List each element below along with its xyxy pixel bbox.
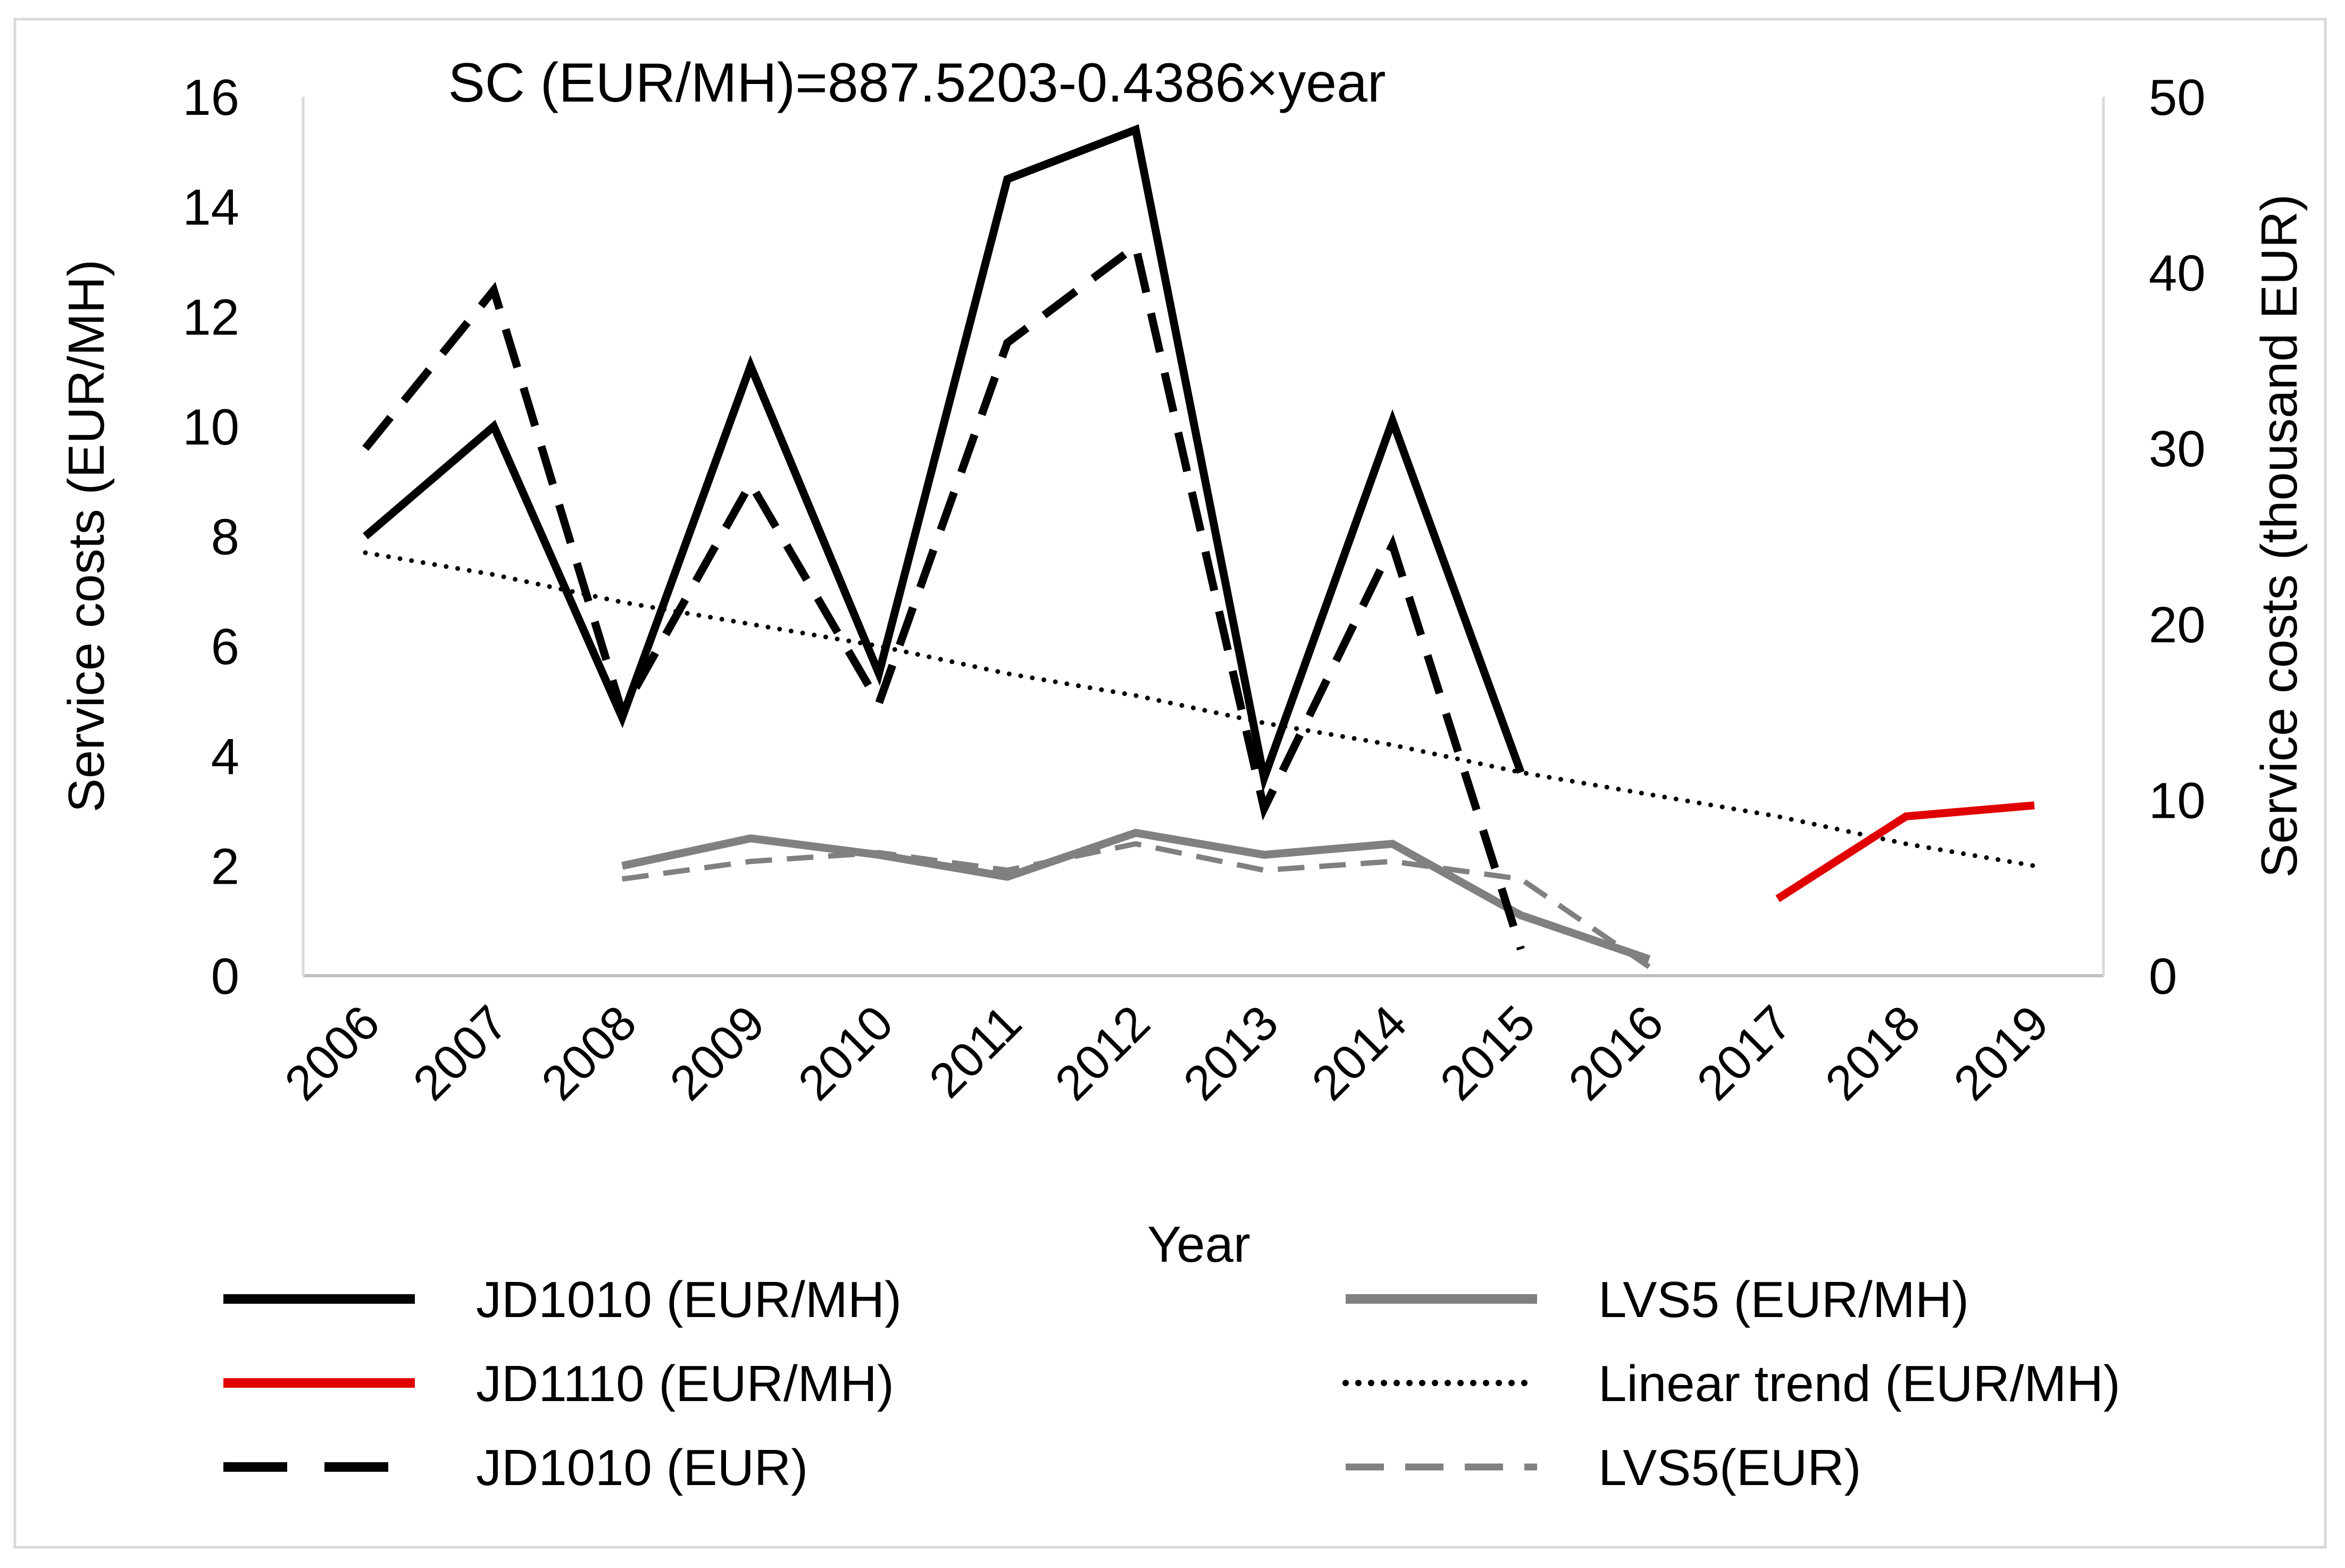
- right-axis-label: Service costs (thousand EUR): [2251, 194, 2308, 878]
- y2-tick-label: 10: [2149, 772, 2206, 829]
- series-line: [363, 550, 2037, 868]
- series-line: [622, 841, 1651, 969]
- y-tick-label: 16: [182, 69, 239, 126]
- legend: JD1010 (EUR/MH) LVS5 (EUR/MH) JD1110 (EUR/…: [223, 1271, 2121, 1496]
- series-line: [363, 124, 1525, 793]
- series-layer: [362, 124, 2037, 969]
- series-line: [1775, 801, 2035, 902]
- y-tick-label: 6: [211, 618, 239, 675]
- legend-label: LVS5 (EUR/MH): [1598, 1271, 1969, 1328]
- y-tick-label: 14: [182, 179, 239, 236]
- y2-tick-label: 30: [2149, 421, 2206, 477]
- y-tick-label: 2: [211, 838, 239, 895]
- left-axis-label: Service costs (EUR/MH): [58, 259, 115, 812]
- y-tick-label: 10: [182, 399, 239, 456]
- y-tick-label: 8: [211, 509, 239, 566]
- y-tick-label: 12: [182, 289, 239, 346]
- x-axis-label: Year: [1147, 1216, 1250, 1273]
- chart-border: [13, 18, 2327, 1549]
- y2-tick-label: 0: [2149, 948, 2177, 1005]
- legend-label: JD1010 (EUR/MH): [476, 1271, 902, 1328]
- y2-tick-label: 20: [2149, 597, 2206, 653]
- left-axis-ticks: 0 2 4 6 8 10 12 14 16: [182, 69, 239, 1005]
- y-tick-label: 4: [211, 728, 239, 785]
- series-line: [621, 828, 1651, 963]
- legend-label: JD1010 (EUR): [476, 1439, 808, 1496]
- y2-tick-label: 40: [2149, 245, 2206, 302]
- y-tick-label: 0: [211, 948, 239, 1005]
- chart-title: SC (EUR/MH)=887.5203-0.4386×year: [448, 52, 1386, 114]
- right-axis-ticks: 0 10 20 30 40 50: [2149, 69, 2206, 1005]
- legend-label: JD1110 (EUR/MH): [476, 1355, 894, 1412]
- legend-label: LVS5(EUR): [1598, 1439, 1861, 1496]
- series-line: [362, 239, 1525, 951]
- legend-label: Linear trend (EUR/MH): [1598, 1355, 2121, 1412]
- y2-tick-label: 50: [2149, 69, 2206, 126]
